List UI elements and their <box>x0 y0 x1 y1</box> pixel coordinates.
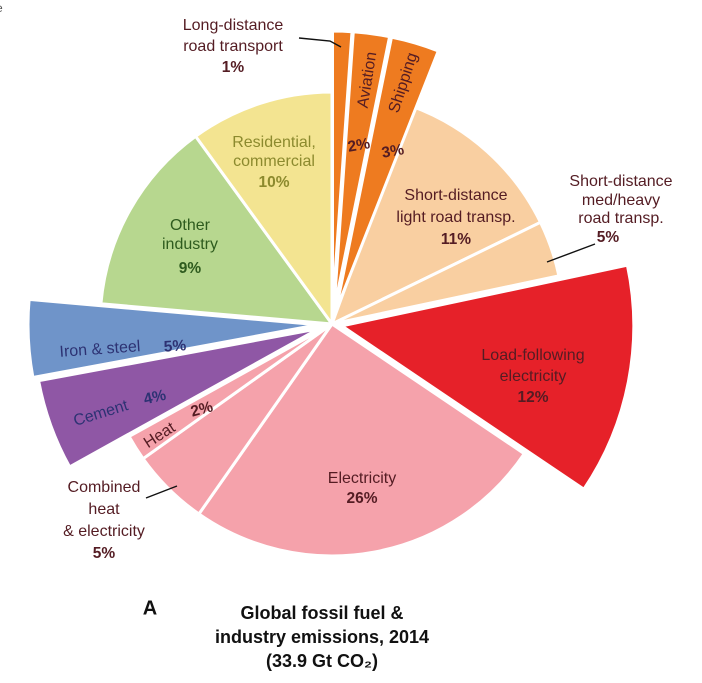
pct-label: 11% <box>440 231 472 248</box>
slice-shipping <box>334 35 440 313</box>
label-text: road transport <box>183 38 283 55</box>
label-text: road transp. <box>578 210 664 227</box>
slice-cement <box>37 327 321 469</box>
label-text: electricity <box>499 368 567 385</box>
label-combined-heat-electricity: Combined heat & electricity 5% <box>63 477 145 565</box>
label-text: Electricity <box>327 470 397 487</box>
label-short-distance-med-heavy: Short-distance med/heavy road transp. 5% <box>569 173 672 247</box>
figure-caption: Global fossil fuel & industry emissions,… <box>215 601 429 673</box>
pct-label: 26% <box>346 490 378 507</box>
caption-line: industry emissions, 2014 <box>214 627 430 647</box>
slice-electricity <box>197 322 526 558</box>
label-text: light road transp. <box>396 209 516 226</box>
label-text: heat <box>88 501 120 518</box>
pct-shipping: 3% <box>380 141 406 162</box>
edge-fragment: e <box>0 2 3 14</box>
label-text: industry <box>161 235 219 253</box>
leader-long-distance-road <box>298 37 342 48</box>
pct-label: 9% <box>178 260 202 277</box>
label-text: Combined <box>67 479 141 496</box>
label-other-industry: Other industry 9% <box>162 217 218 279</box>
slice-short-distance-light-road <box>330 104 542 326</box>
slice-residential-commercial <box>194 90 334 326</box>
label-text: med/heavy <box>581 191 661 209</box>
slice-iron-steel <box>26 297 320 379</box>
label-load-following: Load-following electricity 12% <box>481 345 584 408</box>
slice-load-following-electricity <box>340 263 636 491</box>
panel-letter: A <box>142 597 158 620</box>
caption-line: (33.9 Gt CO₂) <box>265 651 379 671</box>
label-electricity: Electricity 26% <box>328 469 396 509</box>
label-text: Load-following <box>481 347 585 364</box>
caption-line: Global fossil fuel & <box>240 603 404 623</box>
slice-heat <box>127 322 334 461</box>
pct-label: 12% <box>517 389 549 406</box>
label-text: & electricity <box>63 523 145 540</box>
label-short-distance-light: Short-distance light road transp. 11% <box>396 185 515 251</box>
slice-aviation <box>332 30 392 313</box>
label-residential-commercial: Residential, commercial 10% <box>232 133 316 192</box>
label-text: Residential, <box>232 134 316 151</box>
pct-aviation: 2% <box>346 135 372 156</box>
label-text: commercial <box>233 153 315 170</box>
leader-combined-heat-electricity <box>145 485 178 499</box>
label-text: Long-distance <box>182 17 284 34</box>
pct-label: 5% <box>92 545 116 562</box>
slice-other-industry <box>99 134 334 326</box>
pct-label: 1% <box>221 59 245 76</box>
pct-label: 10% <box>258 174 290 191</box>
label-text: Other <box>169 217 210 234</box>
leader-short-distance-med-heavy <box>546 243 596 263</box>
slice-short-distance-med-heavy-road <box>330 220 561 326</box>
pct-iron-steel: 5% <box>163 337 187 356</box>
label-text: Short-distance <box>404 187 508 204</box>
pct-label: 5% <box>596 228 620 246</box>
label-long-distance-road: Long-distance road transport 1% <box>183 15 284 78</box>
label-text: Short-distance <box>569 173 673 190</box>
